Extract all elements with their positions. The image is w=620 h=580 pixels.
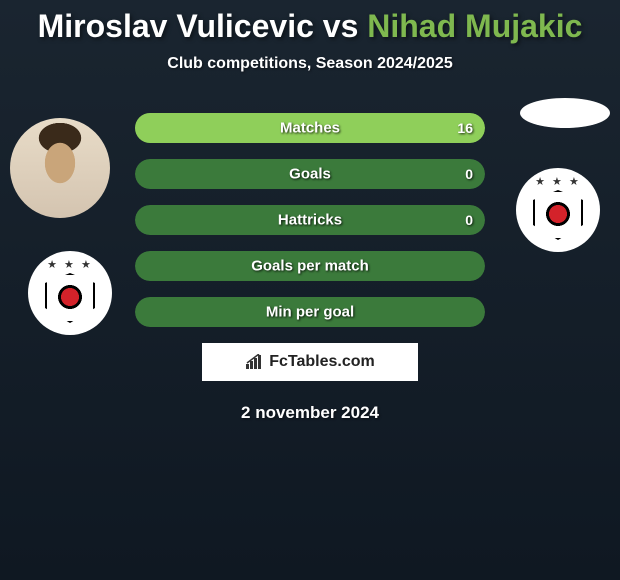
avatar-face-icon: [10, 118, 110, 218]
stat-value-right: 0: [465, 166, 473, 182]
stat-row: Matches 16: [135, 113, 485, 143]
player1-club-logo: ★ ★ ★: [28, 251, 112, 335]
stat-bars: Matches 16 Goals 0 Hattricks 0 Goals per match…: [135, 113, 485, 327]
page-title: Miroslav Vulicevic vs Nihad Mujakic: [0, 0, 620, 45]
date-text: 2 november 2024: [0, 403, 620, 423]
club-badge-icon: ★ ★ ★: [35, 258, 105, 328]
subtitle: Club competitions, Season 2024/2025: [0, 55, 620, 73]
player2-club-logo: ★ ★ ★: [516, 168, 600, 252]
stat-value-right: 16: [457, 120, 473, 136]
stat-label: Hattricks: [278, 212, 342, 229]
stat-label: Min per goal: [266, 304, 354, 321]
stat-row: Goals per match: [135, 251, 485, 281]
badge-stars: ★ ★ ★: [35, 258, 105, 271]
badge-shield-icon: [45, 273, 95, 323]
player1-name: Miroslav Vulicevic: [38, 8, 314, 44]
stat-row: Hattricks 0: [135, 205, 485, 235]
stat-label: Goals per match: [251, 258, 369, 275]
watermark-text: FcTables.com: [269, 353, 375, 371]
badge-inner-icon: [544, 200, 572, 228]
stat-label: Goals: [289, 166, 331, 183]
badge-stars: ★ ★ ★: [523, 175, 593, 188]
player2-avatar: [520, 98, 610, 128]
stat-row: Min per goal: [135, 297, 485, 327]
chart-icon: [245, 354, 265, 370]
stat-label: Matches: [280, 120, 340, 137]
stat-value-right: 0: [465, 212, 473, 228]
watermark: FcTables.com: [202, 343, 418, 381]
vs-text: vs: [323, 8, 359, 44]
stat-row: Goals 0: [135, 159, 485, 189]
badge-inner-icon: [56, 283, 84, 311]
comparison-area: ★ ★ ★ ★ ★ ★ Matches16Goals0Hattricks0Goa…: [0, 113, 620, 327]
player2-name: Nihad Mujakic: [367, 8, 582, 44]
badge-shield-icon: [533, 190, 583, 240]
player1-avatar: [10, 118, 110, 218]
club-badge-icon: ★ ★ ★: [523, 175, 593, 245]
